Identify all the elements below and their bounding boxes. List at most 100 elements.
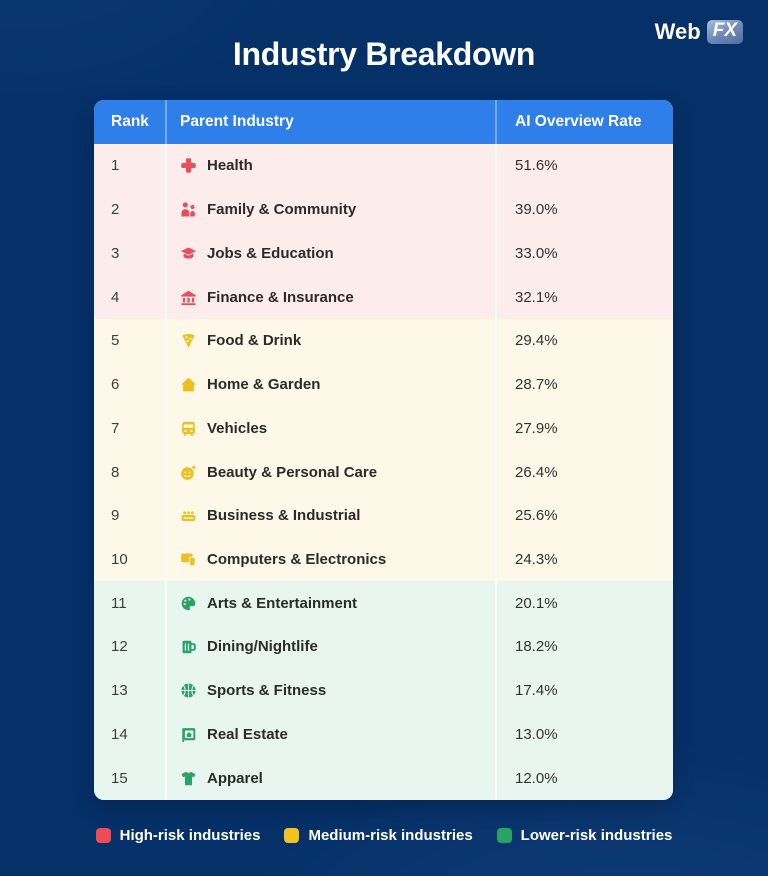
legend-label: High-risk industries [119, 827, 261, 844]
industry-label: Health [207, 157, 253, 175]
table-row: 5 Food & Drink 29.4% [94, 318, 673, 363]
rank-cell: 7 [111, 419, 120, 437]
rank-cell: 11 [111, 594, 127, 612]
table-row: 2 Family & Community 39.0% [94, 187, 673, 232]
rank-cell: 10 [111, 550, 128, 568]
table-row: 11 Arts & Entertainment 20.1% [94, 581, 673, 626]
table-row: 12 Dining/Nightlife 18.2% [94, 625, 673, 669]
rate-cell: 29.4% [495, 318, 673, 363]
webfx-logo-text: Web [654, 19, 701, 44]
industry-label: Jobs & Education [207, 244, 334, 262]
industry-cell: Family & Community [165, 187, 495, 232]
basketball-icon [180, 682, 197, 699]
bank-icon [180, 289, 197, 306]
rate-cell: 28.7% [495, 362, 673, 407]
rank-cell: 1 [111, 157, 120, 175]
legend-swatch [496, 828, 512, 843]
rank-cell: 13 [111, 682, 128, 700]
industry-table: Rank Parent Industry AI Overview Rate 1 H… [94, 100, 673, 800]
webfx-logo: Web FX [655, 19, 743, 45]
industry-label: Family & Community [207, 201, 357, 219]
table-row: 8 Beauty & Personal Care 26.4% [94, 450, 673, 494]
pizza-icon [180, 332, 197, 349]
table-header-row: Rank Parent Industry AI Overview Rate [94, 100, 673, 144]
rank-cell: 4 [111, 288, 120, 306]
legend-item: Lower-risk industries [496, 827, 673, 844]
legend-label: Lower-risk industries [520, 827, 673, 844]
industry-label: Real Estate [207, 725, 288, 743]
industry-cell: Computers & Electronics [165, 537, 495, 582]
legend-label: Medium-risk industries [308, 827, 473, 844]
graduation-cap-icon [180, 245, 197, 262]
legend-swatch [284, 828, 300, 843]
table-row: 9 Business & Industrial 25.6% [94, 493, 673, 538]
palette-icon [180, 595, 197, 612]
table-row: 1 Health 51.6% [94, 144, 673, 188]
industry-cell: Finance & Insurance [165, 275, 495, 319]
industry-label: Business & Industrial [207, 507, 361, 525]
table-row: 14 Real Estate 13.0% [94, 712, 673, 757]
rank-cell: 12 [111, 638, 128, 656]
industry-cell: Sports & Fitness [165, 668, 495, 713]
industry-cell: Vehicles [165, 406, 495, 451]
rate-cell: 24.3% [495, 537, 673, 582]
rate-cell: 27.9% [495, 406, 673, 451]
industry-cell: Jobs & Education [165, 231, 495, 276]
rate-cell: 18.2% [495, 625, 673, 669]
rank-cell: 15 [111, 769, 128, 787]
industry-cell: Food & Drink [165, 318, 495, 363]
table-row: 15 Apparel 12.0% [94, 756, 673, 800]
industry-cell: Home & Garden [165, 362, 495, 407]
table-row: 3 Jobs & Education 33.0% [94, 231, 673, 276]
rate-cell: 25.6% [495, 493, 673, 538]
industry-cell: Beauty & Personal Care [165, 450, 495, 494]
table-row: 10 Computers & Electronics 24.3% [94, 537, 673, 582]
header-cell-ai-overview-rate: AI Overview Rate [495, 100, 673, 144]
industry-cell: Apparel [165, 756, 495, 800]
rate-cell: 26.4% [495, 450, 673, 494]
industry-cell: Real Estate [165, 712, 495, 757]
industry-label: Sports & Fitness [207, 682, 327, 700]
industry-cell: Business & Industrial [165, 493, 495, 538]
rank-cell: 14 [111, 725, 128, 743]
rank-cell: 8 [111, 463, 120, 481]
table-row: 7 Vehicles 27.9% [94, 406, 673, 451]
rate-cell: 20.1% [495, 581, 673, 626]
rank-cell: 5 [111, 332, 120, 350]
rate-cell: 13.0% [495, 712, 673, 757]
industry-label: Arts & Entertainment [207, 594, 358, 612]
table-row: 13 Sports & Fitness 17.4% [94, 668, 673, 713]
family-icon [180, 201, 197, 218]
table-row: 4 Finance & Insurance 32.1% [94, 275, 673, 319]
rate-cell: 32.1% [495, 275, 673, 319]
legend-item: High-risk industries [95, 827, 261, 844]
header-cell-rank: Rank [111, 113, 149, 130]
rate-cell: 12.0% [495, 756, 673, 800]
legend-item: Medium-risk industries [284, 827, 473, 844]
rate-cell: 39.0% [495, 187, 673, 232]
rate-cell: 51.6% [495, 144, 673, 188]
rank-cell: 2 [111, 201, 120, 219]
industry-label: Food & Drink [207, 332, 302, 350]
house-icon [180, 376, 197, 393]
industry-cell: Health [165, 144, 495, 188]
table-row: 6 Home & Garden 28.7% [94, 362, 673, 407]
rate-cell: 33.0% [495, 231, 673, 276]
legend-swatch [95, 828, 111, 843]
industry-label: Finance & Insurance [207, 288, 354, 306]
industry-label: Beauty & Personal Care [207, 463, 378, 481]
rate-cell: 17.4% [495, 668, 673, 713]
page-title: Industry Breakdown [232, 36, 536, 72]
webfx-logo-fx-badge: FX [706, 19, 743, 45]
tshirt-icon [180, 770, 197, 787]
industry-cell: Dining/Nightlife [165, 625, 495, 669]
beer-mug-icon [180, 638, 197, 655]
health-cross-icon [180, 157, 197, 174]
beauty-face-icon [180, 464, 197, 481]
estate-sign-icon [180, 726, 197, 743]
risk-legend: High-risk industries Medium-risk industri… [0, 827, 768, 844]
industry-label: Dining/Nightlife [207, 638, 318, 656]
industry-label: Vehicles [207, 419, 268, 437]
devices-icon [180, 551, 197, 568]
rank-cell: 9 [111, 507, 120, 525]
